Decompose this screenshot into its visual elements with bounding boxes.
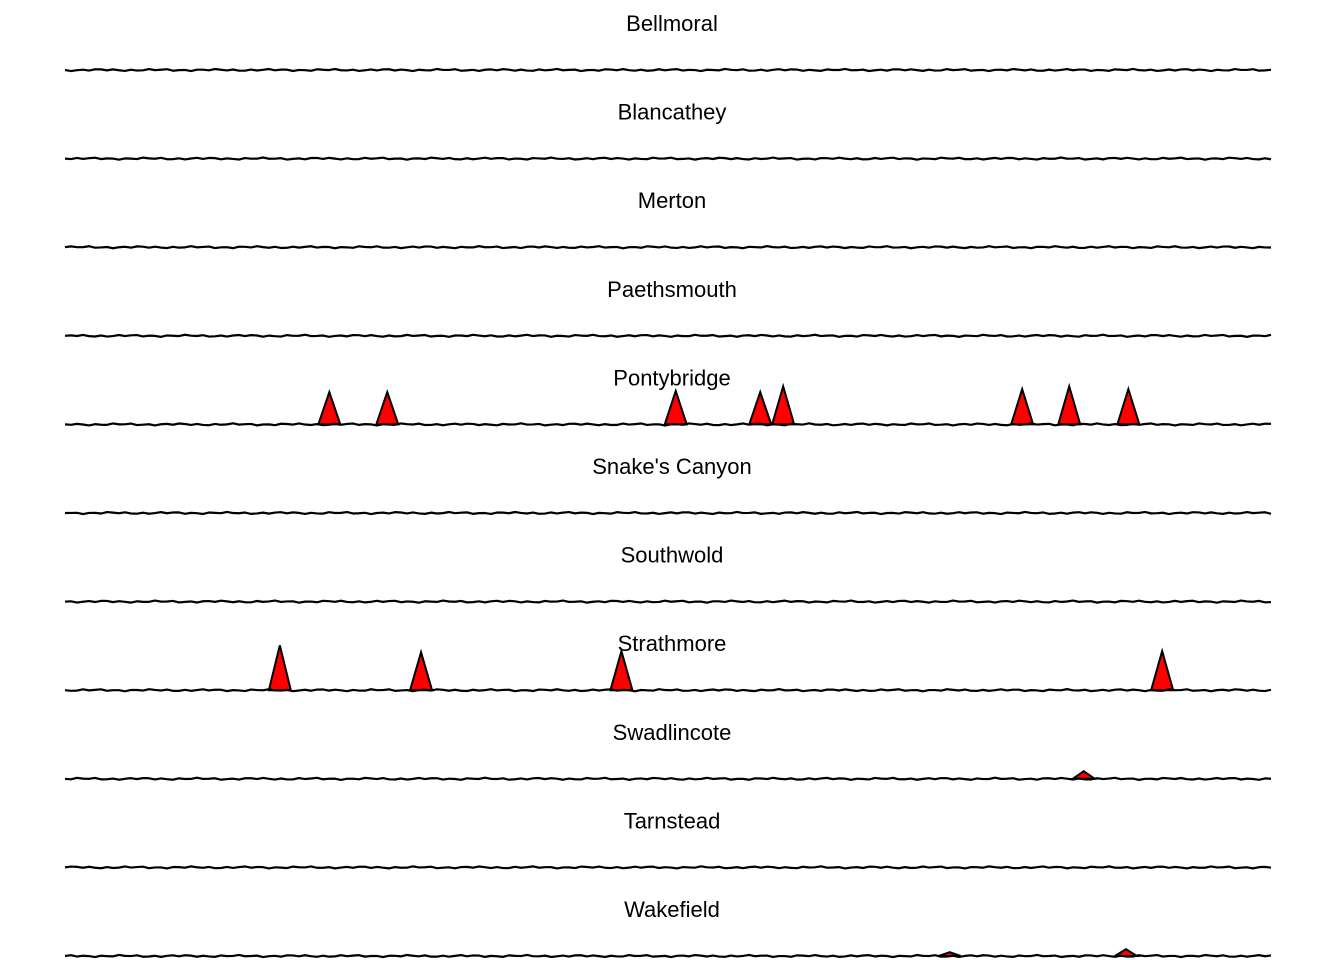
panel-title: Strathmore xyxy=(618,631,727,656)
panel: Snake's Canyon xyxy=(64,454,1272,516)
density-baseline xyxy=(64,865,1272,870)
density-baseline xyxy=(64,422,1272,427)
density-peak xyxy=(609,647,634,692)
panel: Merton xyxy=(64,188,1272,250)
panel-title: Pontybridge xyxy=(613,365,730,390)
panel-title: Blancathey xyxy=(618,100,727,125)
panel-title: Swadlincote xyxy=(613,720,732,745)
density-peak xyxy=(1009,385,1035,426)
panel-title: Southwold xyxy=(621,543,724,568)
density-peak xyxy=(1069,769,1098,780)
density-peak xyxy=(1149,647,1175,692)
panel: Bellmoral xyxy=(64,11,1272,73)
panel-title: Tarnstead xyxy=(624,808,721,833)
density-baseline xyxy=(64,245,1272,250)
density-baseline xyxy=(64,67,1272,73)
panel: Paethsmouth xyxy=(64,277,1272,338)
panel: Wakefield xyxy=(64,897,1272,959)
density-baseline xyxy=(64,776,1272,781)
panel: Southwold xyxy=(64,543,1272,604)
density-peak xyxy=(663,387,689,426)
panel: Swadlincote xyxy=(64,720,1272,781)
density-peak xyxy=(267,645,293,692)
density-peak xyxy=(1116,385,1141,426)
panel-title: Merton xyxy=(638,188,706,213)
density-peak xyxy=(747,388,773,426)
density-peak xyxy=(374,388,400,426)
panel-title: Paethsmouth xyxy=(607,277,737,302)
density-peak xyxy=(1056,382,1082,426)
density-peak xyxy=(316,388,342,426)
density-baseline xyxy=(64,953,1272,959)
density-baseline xyxy=(64,510,1272,516)
density-peak xyxy=(1111,947,1141,957)
panel: Strathmore xyxy=(64,631,1272,693)
density-peak xyxy=(770,382,796,426)
density-peak xyxy=(408,648,434,692)
density-baseline xyxy=(64,599,1272,604)
density-baseline xyxy=(64,333,1272,338)
panel: Pontybridge xyxy=(64,365,1272,427)
panel-title: Snake's Canyon xyxy=(592,454,752,479)
panel-title: Bellmoral xyxy=(626,11,718,36)
panel: Blancathey xyxy=(64,100,1272,161)
panel-title: Wakefield xyxy=(624,897,720,922)
panel: Tarnstead xyxy=(64,808,1272,870)
density-baseline xyxy=(64,688,1272,693)
density-baseline xyxy=(64,156,1272,161)
